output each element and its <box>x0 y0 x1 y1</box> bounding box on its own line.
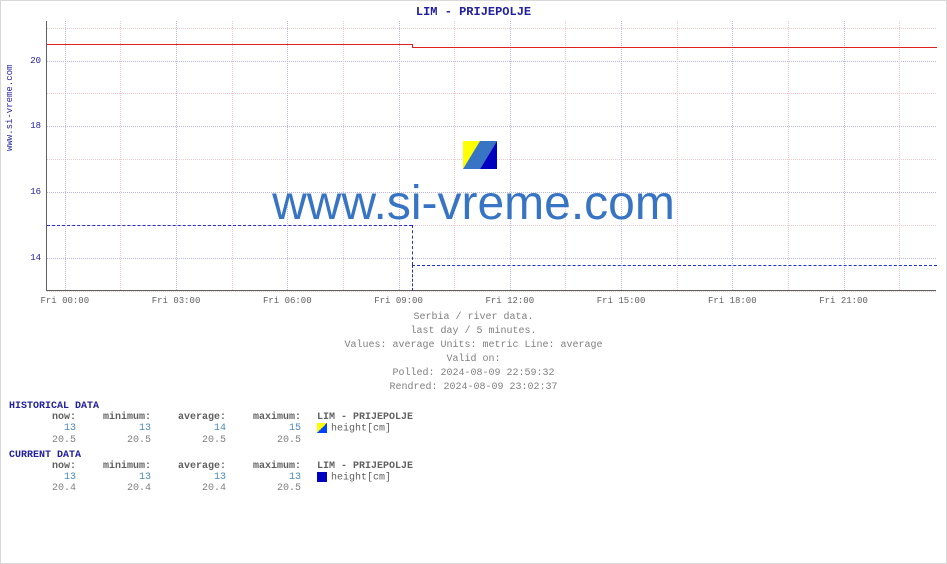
chart-title: LIM - PRIJEPOLJE <box>1 5 946 19</box>
swatch-icon <box>317 423 327 433</box>
chart-caption: Serbia / river data. last day / 5 minute… <box>1 311 946 395</box>
historical-title: HISTORICAL DATA <box>9 401 421 412</box>
caption-line: Values: average Units: metric Line: aver… <box>1 339 946 353</box>
series-unit: height[cm] <box>309 423 399 435</box>
col-header: minimum: <box>84 412 159 423</box>
table-cell: 20.5 <box>159 435 234 446</box>
caption-line: Serbia / river data. <box>1 311 946 325</box>
col-header: now: <box>9 412 84 423</box>
col-header: minimum: <box>84 461 159 472</box>
table-cell: 20.4 <box>159 483 234 494</box>
table-cell: 13 <box>84 472 159 484</box>
table-cell: 13 <box>159 472 234 484</box>
watermark-icon <box>463 141 497 169</box>
table-cell: 15 <box>234 423 309 435</box>
current-title: CURRENT DATA <box>9 450 421 461</box>
col-header: maximum: <box>234 461 309 472</box>
table-cell: 20.5 <box>234 483 309 494</box>
table-cell: 20.4 <box>9 483 84 494</box>
caption-line: Valid on: <box>1 353 946 367</box>
table-cell: 20.4 <box>84 483 159 494</box>
col-header: average: <box>159 412 234 423</box>
table-cell: 14 <box>159 423 234 435</box>
data-tables: HISTORICAL DATA now: minimum: average: m… <box>9 401 421 494</box>
swatch-icon <box>317 472 327 482</box>
table-cell: 13 <box>9 423 84 435</box>
caption-line: Polled: 2024-08-09 22:59:32 <box>1 367 946 381</box>
table-cell: 20.5 <box>234 435 309 446</box>
table-cell: 20.5 <box>84 435 159 446</box>
table-cell: 13 <box>9 472 84 484</box>
series-unit: height[cm] <box>309 472 399 484</box>
series-name: LIM - PRIJEPOLJE <box>309 412 421 423</box>
y-axis-label: www.si-vreme.com <box>5 65 15 151</box>
table-cell: 13 <box>84 423 159 435</box>
series-name: LIM - PRIJEPOLJE <box>309 461 421 472</box>
table-cell: 20.5 <box>9 435 84 446</box>
col-header: average: <box>159 461 234 472</box>
caption-line: last day / 5 minutes. <box>1 325 946 339</box>
table-cell: 13 <box>234 472 309 484</box>
caption-line: Rendred: 2024-08-09 23:02:37 <box>1 381 946 395</box>
col-header: now: <box>9 461 84 472</box>
col-header: maximum: <box>234 412 309 423</box>
